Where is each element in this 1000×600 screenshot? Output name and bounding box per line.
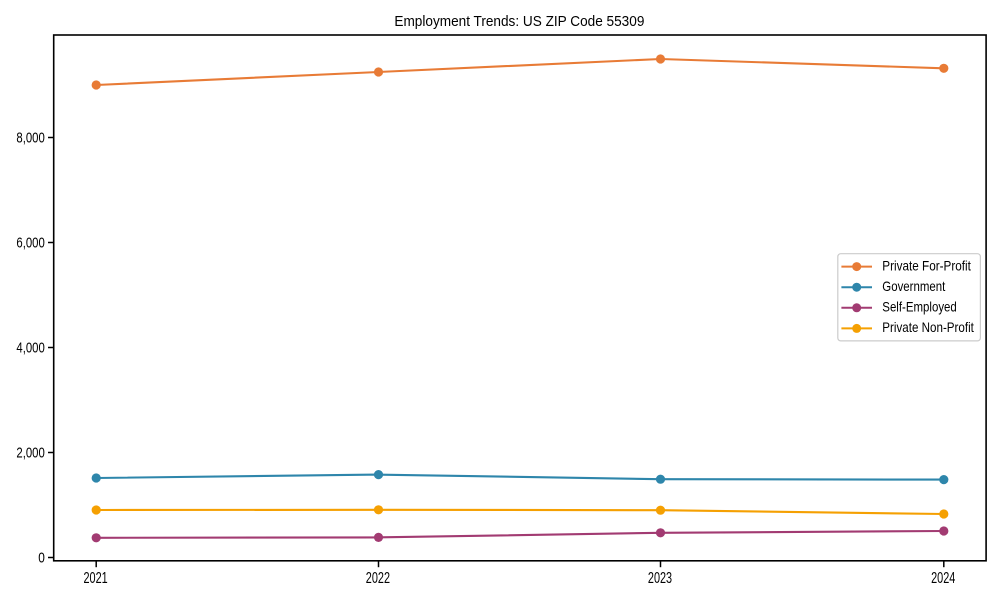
svg-text:Private Non-Profit: Private Non-Profit xyxy=(882,320,974,335)
svg-text:8,000: 8,000 xyxy=(16,130,44,147)
svg-text:2022: 2022 xyxy=(366,570,390,587)
svg-text:2024: 2024 xyxy=(931,570,955,587)
svg-text:4,000: 4,000 xyxy=(16,340,44,357)
svg-text:6,000: 6,000 xyxy=(16,235,44,252)
svg-text:Employment Trends: US ZIP Code: Employment Trends: US ZIP Code 55309 xyxy=(394,13,644,30)
svg-text:Government: Government xyxy=(882,279,945,294)
svg-text:2,000: 2,000 xyxy=(16,445,44,462)
svg-text:2023: 2023 xyxy=(648,570,672,587)
svg-text:0: 0 xyxy=(38,550,45,567)
svg-text:Private For-Profit: Private For-Profit xyxy=(882,258,971,273)
svg-text:Self-Employed: Self-Employed xyxy=(882,300,957,315)
svg-text:2021: 2021 xyxy=(84,570,108,587)
